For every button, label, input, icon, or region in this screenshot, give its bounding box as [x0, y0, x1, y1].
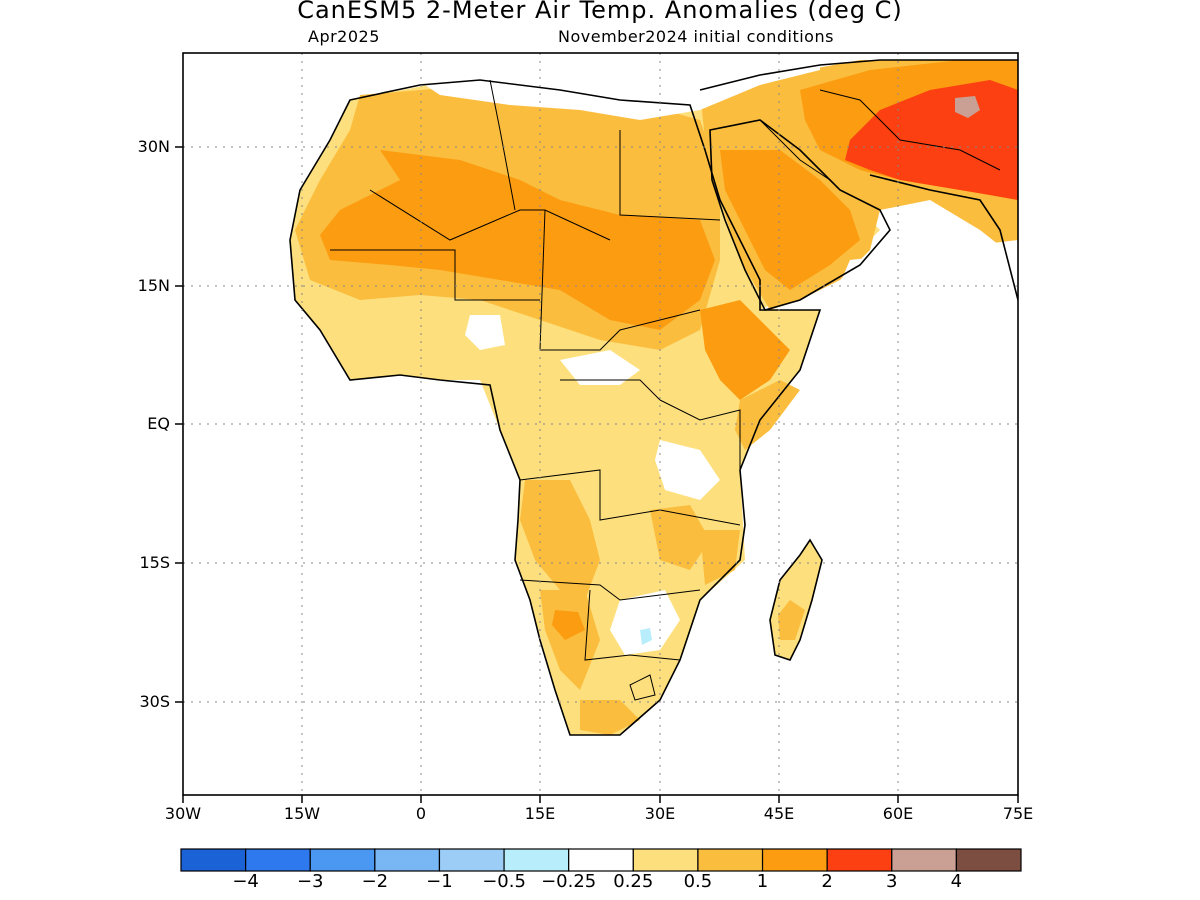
mediterranean	[410, 53, 820, 120]
borders	[330, 79, 1001, 701]
arabian-sea	[820, 240, 1018, 420]
colorbar-cell	[245, 848, 311, 872]
colorbar-cell	[632, 848, 699, 872]
colorbar-label: 2	[821, 871, 833, 892]
namibia-core	[552, 610, 585, 640]
axis-ticks	[175, 146, 1019, 803]
colorbar-cell	[180, 848, 247, 872]
colorbar-label: −4	[232, 871, 259, 892]
colorbar-cell	[955, 848, 1022, 872]
gridlines	[183, 53, 1018, 795]
border-line	[560, 379, 661, 401]
colorbar	[180, 848, 1022, 872]
madagascar-coastline	[769, 538, 823, 661]
map-title: CanESM5 2-Meter Air Temp. Anomalies (deg…	[297, 0, 903, 24]
lon-label-15e: 15E	[524, 804, 556, 823]
lon-label-60e: 60E	[882, 804, 914, 823]
border-line	[539, 209, 701, 351]
border-line	[330, 249, 540, 301]
border-line	[489, 79, 516, 211]
colorbar-label: 1	[756, 871, 769, 892]
arabia-coastline	[709, 119, 891, 311]
sahara-core	[320, 150, 715, 330]
valid-month-label: Apr2025	[308, 27, 380, 46]
init-conditions-label: November2024 initial conditions	[558, 27, 834, 46]
botswana-cool	[640, 628, 652, 645]
colorbar-label: −3	[296, 871, 324, 892]
afghanistan-extreme	[955, 96, 980, 118]
arabia-core	[720, 150, 860, 290]
lat-label-eq: EQ	[147, 414, 170, 433]
colorbar-cell	[503, 848, 570, 872]
madagascar-warm	[778, 600, 805, 640]
colorbar-cell	[309, 848, 376, 872]
colorbar-label: −2	[361, 871, 389, 892]
border-line	[519, 469, 741, 526]
border-line	[519, 579, 701, 601]
lat-label-15n: 15N	[137, 276, 170, 295]
border-line	[584, 589, 681, 661]
southafrica-warm	[580, 700, 640, 735]
zambia-warm	[650, 505, 710, 570]
border-line	[619, 130, 721, 221]
lat-label-15s: 15S	[139, 553, 170, 572]
colorbar-cell	[374, 848, 441, 872]
colorbar-cell	[891, 848, 957, 872]
lon-label-75e: 75E	[1002, 804, 1034, 823]
colorbar-label: −0.25	[541, 871, 597, 892]
border-line	[369, 189, 611, 241]
lon-label-30w: 30W	[164, 804, 202, 823]
border-line	[629, 674, 656, 701]
colorbar-cell	[697, 848, 764, 872]
lon-label-0: 0	[415, 804, 427, 823]
colorbar-cell	[826, 848, 893, 872]
border-line	[659, 399, 741, 470]
botswana-neutral	[610, 590, 680, 655]
colorbar-label: 4	[950, 871, 963, 892]
colorbar-cell	[761, 848, 828, 872]
coastlines	[289, 59, 1018, 736]
lake-victoria-neutral	[655, 440, 720, 500]
sahel-neutral	[465, 315, 505, 350]
colorbar-label: 3	[886, 871, 898, 892]
central-africa-neutral	[560, 350, 640, 385]
colorbar-label: 0.5	[683, 871, 713, 892]
border-line	[819, 89, 1001, 171]
colorbar-cell	[568, 848, 634, 872]
border-line	[759, 119, 831, 181]
horn-mid	[735, 380, 800, 450]
ethiopia-warm	[700, 300, 790, 400]
colorbar-label: 0.25	[613, 871, 654, 892]
lat-label-30s: 30S	[139, 692, 170, 711]
mozambique-mid	[700, 530, 740, 585]
colorbar-label: −1	[426, 871, 453, 892]
colorbar-label: −0.5	[482, 871, 526, 892]
lat-label-30n: 30N	[137, 137, 170, 156]
colorbar-cell	[438, 848, 505, 872]
asia-coastline	[699, 59, 1018, 301]
lon-label-15w: 15W	[283, 804, 321, 823]
lon-label-45e: 45E	[763, 804, 795, 823]
lon-label-30e: 30E	[644, 804, 676, 823]
